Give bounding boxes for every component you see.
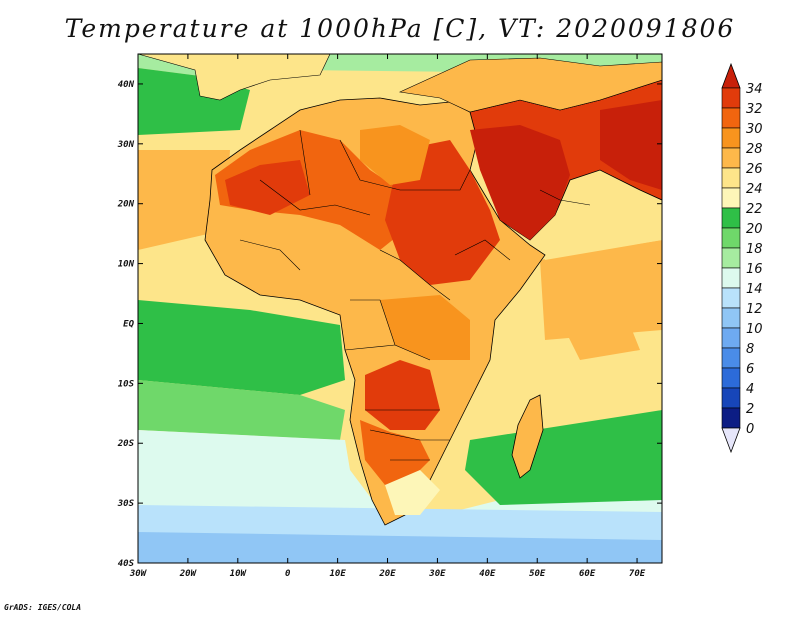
lat-tick-label: 10N xyxy=(118,260,135,270)
colorbar-label: 18 xyxy=(746,242,763,257)
lon-tick-label: 10W xyxy=(230,569,248,579)
colorbar-swatch xyxy=(721,87,741,109)
lat-tick-label: 20S xyxy=(117,439,135,449)
lat-tick-label: 40N xyxy=(118,80,135,90)
colorbar-label: 16 xyxy=(746,262,763,277)
colorbar-swatch xyxy=(721,227,741,249)
colorbar-swatch xyxy=(721,407,741,429)
colorbar-swatch xyxy=(721,307,741,329)
colorbar-label: 22 xyxy=(746,202,763,217)
lat-tick-label: 10S xyxy=(118,379,135,389)
lon-tick-label: 60E xyxy=(579,569,596,579)
colorbar-label: 12 xyxy=(746,302,763,317)
colorbar-label: 14 xyxy=(746,282,763,297)
colorbar-swatch xyxy=(721,247,741,269)
credit-label: GrADS: IGES/COLA xyxy=(4,603,82,612)
colorbar-label: 0 xyxy=(746,422,754,437)
lat-tick-label: 30N xyxy=(117,140,135,150)
map-field xyxy=(138,54,662,563)
colorbar-label: 32 xyxy=(746,102,763,117)
lon-tick-label: 20W xyxy=(179,569,198,579)
colorbar-label: 30 xyxy=(746,122,763,137)
colorbar-swatch xyxy=(721,287,741,309)
colorbar-swatch xyxy=(721,367,741,389)
lat-tick-label: 40S xyxy=(118,559,135,569)
colorbar-label: 8 xyxy=(746,342,754,357)
colorbar-bottom-arrow xyxy=(721,427,741,454)
colorbar-label: 34 xyxy=(746,82,763,97)
colorbar-label: 4 xyxy=(746,382,754,397)
colorbar-label: 2 xyxy=(746,402,754,417)
colorbar-swatch xyxy=(721,267,741,289)
colorbar-swatch xyxy=(721,167,741,189)
lat-tick-label: 20N xyxy=(117,200,135,210)
lat-tick-label: EQ xyxy=(123,319,134,329)
lon-tick-label: 30E xyxy=(428,569,446,579)
country-borders xyxy=(239,129,591,461)
lon-tick-label: 20E xyxy=(378,569,396,579)
axis-ticks: 30W 20W 10W 0 10E 20E 30E 40E 50E 60E 70E 40N 30N 20N… xyxy=(117,54,662,579)
colorbar-swatch xyxy=(721,387,741,409)
map-frame xyxy=(137,53,663,564)
colorbar-label: 24 xyxy=(746,182,763,197)
colorbar-top-arrow xyxy=(721,62,741,89)
lon-tick-label: 40E xyxy=(479,569,496,579)
colorbar-label: 6 xyxy=(746,362,754,377)
colorbar-swatch xyxy=(721,187,741,209)
map-title: Temperature at 1000hPa [C], VT: 20200918… xyxy=(64,14,736,43)
lon-tick-label: 70E xyxy=(629,569,646,579)
colorbar-label: 26 xyxy=(746,162,763,177)
lon-tick-label: 50E xyxy=(529,569,546,579)
colorbar-swatch xyxy=(721,327,741,349)
lon-tick-label: 10E xyxy=(329,569,346,579)
lat-tick-label: 30S xyxy=(117,499,135,509)
colorbar-label: 10 xyxy=(746,322,763,337)
colorbar-swatch xyxy=(721,147,741,169)
colorbar-swatch xyxy=(721,347,741,369)
colorbar-swatch xyxy=(721,127,741,149)
colorbar-swatch xyxy=(721,207,741,229)
lon-tick-label: 30W xyxy=(129,569,148,579)
colorbar-label: 28 xyxy=(746,142,763,157)
colorbar-swatch xyxy=(721,107,741,129)
lon-tick-label: 0 xyxy=(285,569,291,579)
colorbar-label: 20 xyxy=(746,222,763,237)
